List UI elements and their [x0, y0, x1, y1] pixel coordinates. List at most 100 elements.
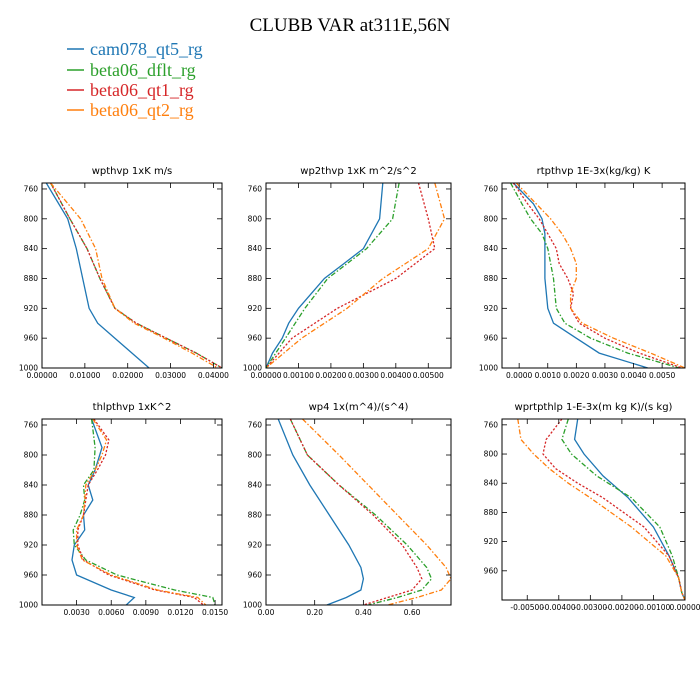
x-tick-label: 0.60	[404, 608, 421, 617]
series-line	[277, 419, 365, 605]
y-tick-label: 800	[248, 214, 263, 223]
chart-panel: wp4 1x(m^4)/(s^4) 0.00 0.20 0.40 0.60 760 800 8…	[243, 402, 452, 617]
panel-title: wp2thvp 1xK m^2/s^2	[300, 166, 416, 177]
x-tick-label: 0.0040	[620, 371, 646, 380]
series-line	[266, 183, 436, 368]
plot-frame	[501, 418, 686, 601]
x-tick-label: -0.00500	[510, 603, 544, 612]
x-tick-label: 0.00	[258, 608, 275, 617]
legend-label: cam078_qt5_rg	[90, 39, 203, 59]
y-tick-label: 800	[248, 451, 263, 460]
y-tick-label: 920	[24, 541, 39, 550]
panel-title: rtpthvp 1E-3x(kg/kg) K	[537, 166, 651, 177]
series-line	[512, 183, 683, 368]
y-tick-label: 800	[24, 214, 39, 223]
series-line	[50, 183, 222, 368]
x-tick-label: 0.0120	[167, 608, 193, 617]
x-tick-label: 0.20	[306, 608, 323, 617]
y-tick-label: 920	[484, 537, 499, 546]
chart-panel: thlpthvp 1xK^2 0.0030 0.0060 0.0090 0.0120 0.…	[19, 402, 229, 617]
legend-entry: cam078_qt5_rg	[67, 39, 203, 59]
series-line	[45, 183, 150, 368]
x-tick-label: 0.00000	[26, 371, 57, 380]
x-tick-label: 0.0030	[592, 371, 618, 380]
y-tick-label: 880	[248, 511, 263, 520]
x-tick-label: 0.0060	[98, 608, 124, 617]
y-tick-label: 840	[248, 244, 263, 253]
x-tick-label: -0.00100	[637, 603, 671, 612]
x-tick-label: 0.00200	[315, 371, 346, 380]
plot-frame	[265, 418, 452, 606]
x-tick-label: 0.0050	[649, 371, 675, 380]
x-tick-label: 0.00500	[413, 371, 444, 380]
y-tick-label: 920	[24, 304, 39, 313]
legend-entry: beta06_qt2_rg	[67, 100, 194, 120]
series-line	[302, 419, 451, 605]
y-tick-label: 1000	[19, 364, 38, 373]
series-line	[266, 183, 446, 368]
legend-label: beta06_qt1_rg	[90, 80, 194, 100]
x-tick-label: 0.04000	[198, 371, 229, 380]
y-tick-label: 840	[24, 481, 39, 490]
y-tick-label: 840	[484, 479, 499, 488]
series-line	[573, 419, 685, 600]
y-tick-label: 1000	[479, 364, 498, 373]
x-tick-label: 0.01000	[69, 371, 100, 380]
y-tick-label: 840	[248, 481, 263, 490]
series-line	[512, 183, 648, 368]
legend-entry: beta06_dflt_rg	[67, 60, 196, 80]
panel-title: thlpthvp 1xK^2	[93, 402, 172, 413]
y-tick-label: 800	[484, 450, 499, 459]
series-line	[517, 419, 685, 600]
y-tick-label: 920	[248, 541, 263, 550]
y-tick-label: 800	[484, 214, 499, 223]
x-tick-label: -0.00300	[573, 603, 607, 612]
x-tick-label: 0.03000	[155, 371, 186, 380]
y-tick-label: 960	[248, 571, 263, 580]
series-line	[542, 419, 685, 600]
y-tick-label: 800	[24, 451, 39, 460]
x-tick-label: 0.02000	[112, 371, 143, 380]
series-line	[561, 419, 685, 600]
x-tick-label: 0.00400	[380, 371, 411, 380]
y-tick-label: 880	[484, 508, 499, 517]
panels: wpthvp 1xK m/s 0.00000 0.01000 0.02000 0.030…	[19, 166, 700, 617]
y-tick-label: 1000	[243, 364, 262, 373]
series-line	[77, 419, 204, 605]
chart-panel: wpthvp 1xK m/s 0.00000 0.01000 0.02000 0.030…	[19, 166, 229, 380]
series-line	[289, 419, 433, 605]
y-tick-label: 760	[24, 421, 39, 430]
y-tick-label: 760	[484, 420, 499, 429]
y-tick-label: 960	[24, 334, 39, 343]
legend-label: beta06_qt2_rg	[90, 100, 194, 120]
y-tick-label: 880	[24, 511, 39, 520]
chart-panel: rtpthvp 1E-3x(kg/kg) K 0.0000 0.0010 0.0020…	[479, 166, 686, 380]
y-tick-label: 760	[484, 184, 499, 193]
x-tick-label: 0.0150	[202, 608, 228, 617]
plot-frame	[41, 182, 223, 369]
y-tick-label: 960	[484, 334, 499, 343]
series-line	[266, 183, 384, 368]
x-tick-label: 0.0000	[506, 371, 532, 380]
legend-label: beta06_dflt_rg	[90, 60, 196, 80]
y-tick-label: 880	[248, 274, 263, 283]
series-line	[510, 183, 680, 368]
x-tick-label: -0.00200	[605, 603, 639, 612]
y-tick-label: 960	[248, 334, 263, 343]
plot-frame	[265, 182, 452, 369]
y-tick-label: 960	[484, 566, 499, 575]
y-tick-label: 760	[248, 421, 263, 430]
x-tick-label: 0.0010	[535, 371, 561, 380]
y-tick-label: 920	[248, 304, 263, 313]
y-tick-label: 1000	[243, 601, 262, 610]
series-line	[289, 419, 423, 605]
x-tick-label: 0.0020	[563, 371, 589, 380]
y-tick-label: 880	[24, 274, 39, 283]
y-tick-label: 840	[484, 244, 499, 253]
y-tick-label: 760	[24, 184, 39, 193]
y-tick-label: 760	[248, 184, 263, 193]
plot-frame	[501, 182, 686, 369]
x-tick-label: -0.00400	[542, 603, 576, 612]
panel-title: wp4 1x(m^4)/(s^4)	[309, 402, 409, 413]
legend: cam078_qt5_rg beta06_dflt_rg beta06_qt1_…	[67, 39, 203, 120]
